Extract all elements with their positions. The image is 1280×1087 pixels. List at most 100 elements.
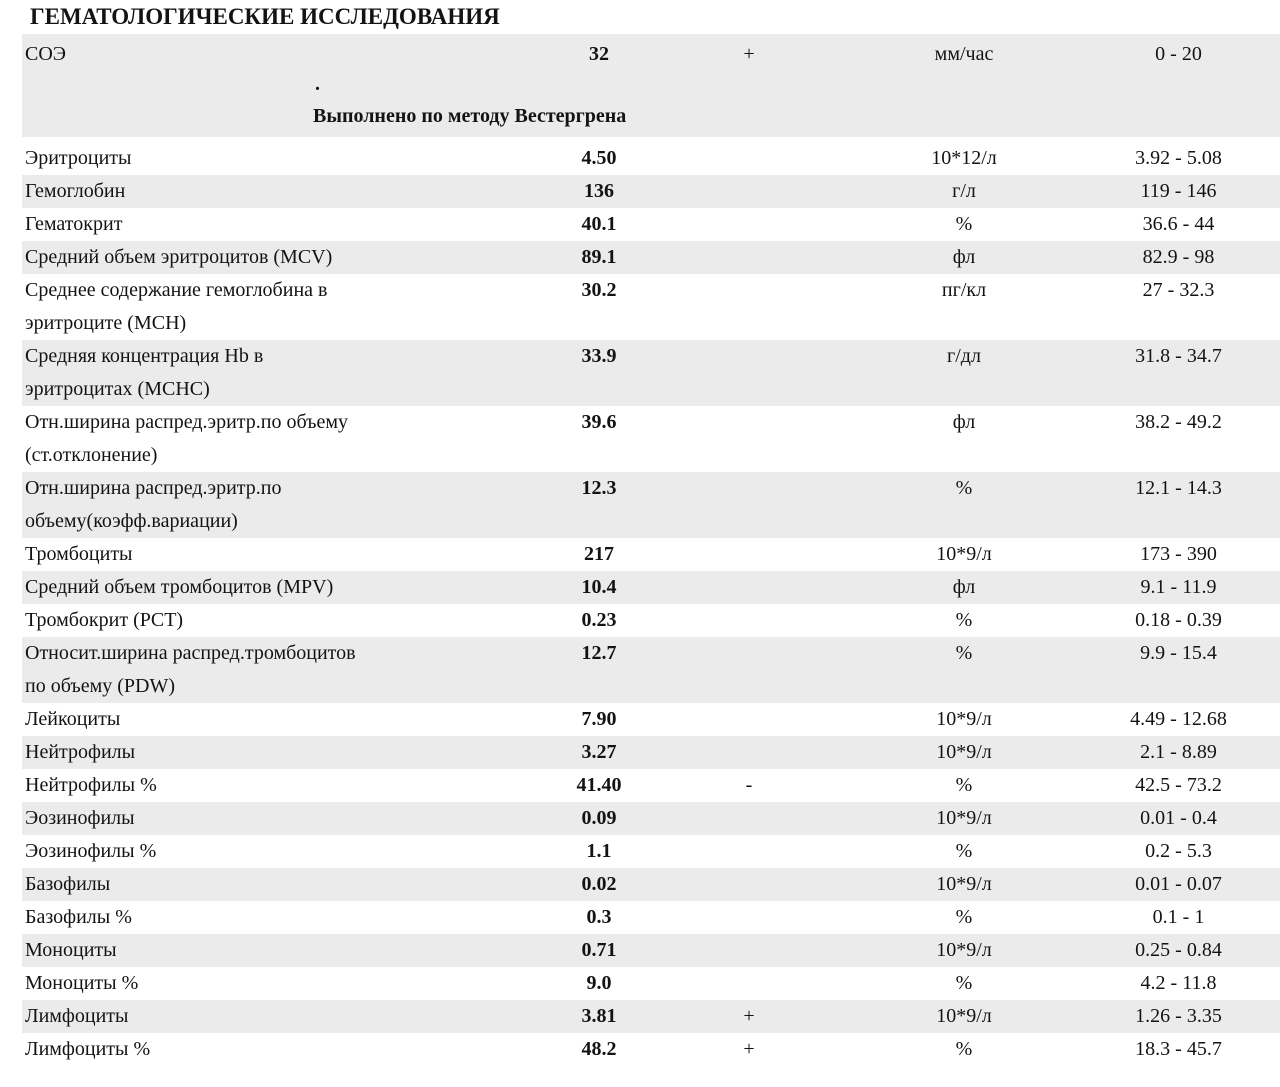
result-value-cell: 0.3 [586, 906, 612, 928]
units-cell: % [955, 972, 973, 994]
units-cell: % [955, 477, 973, 499]
result-value-cell: 0.09 [581, 807, 617, 829]
test-name-cell: Средний объем тромбоцитов (MPV) [25, 576, 334, 598]
table-row: Гематокрит 40.1% 36.6 - 44 [22, 208, 1280, 241]
flag-cell: + [743, 1005, 755, 1027]
reference-range-cell: 82.9 - 98 [1142, 246, 1215, 268]
test-name-cell: Нейтрофилы [25, 741, 136, 763]
result-value-cell: 33.9 [581, 345, 617, 367]
table-row: Гемоглобин 136 г/л 119 - 146 [22, 175, 1280, 208]
table-row: Эозинофилы 0.09 10*9/л 0.01 - 0.4 [22, 802, 1280, 835]
table-row: Лимфоциты 3.81 +10*9/л 1.26 - 3.35 [22, 1000, 1280, 1033]
units-cell: % [955, 840, 973, 862]
table-row: Отн.ширина распред.эритр.по объему (ст.о… [22, 406, 1280, 472]
result-value-cell: 136 [584, 180, 614, 202]
result-value-cell: 12.3 [581, 477, 617, 499]
result-value-cell: 40.1 [581, 213, 617, 235]
reference-range-cell: 12.1 - 14.3 [1135, 477, 1222, 499]
page-title: ГЕМАТОЛОГИЧЕСКИЕ ИССЛЕДОВАНИЯ [30, 4, 500, 29]
test-name-cell: Среднее содержание гемоглобина в эритроц… [25, 279, 328, 334]
test-name-cell: Гемоглобин [25, 180, 126, 202]
table-row: Базофилы 0.02 10*9/л 0.01 - 0.07 [22, 868, 1280, 901]
reference-range-cell: 4.49 - 12.68 [1130, 708, 1227, 730]
result-value-cell: 30.2 [581, 279, 617, 301]
table-row: Средняя концентрация Hb в эритроцитах (M… [22, 340, 1280, 406]
units-cell: % [955, 1038, 973, 1060]
test-name-cell: Базофилы % [25, 906, 132, 928]
result-value-cell: 48.2 [581, 1038, 617, 1060]
reference-range-cell: 119 - 146 [1140, 180, 1217, 202]
reference-range-cell: 1.26 - 3.35 [1135, 1005, 1222, 1027]
units-cell: 10*12/л [931, 147, 997, 169]
lab-report-page: ГЕМАТОЛОГИЧЕСКИЕ ИССЛЕДОВАНИЯ СОЭ 32 + м… [0, 3, 1280, 1066]
test-name-cell: Лейкоциты [25, 708, 121, 730]
test-name-cell: Эритроциты [25, 147, 132, 169]
reference-range-cell: 0.1 - 1 [1152, 906, 1205, 928]
units-cell: % [955, 642, 973, 664]
table-row: Базофилы % 0.3% 0.1 - 1 [22, 901, 1280, 934]
test-name-cell: СОЭ [25, 43, 66, 65]
reference-range-cell: 0.25 - 0.84 [1135, 939, 1222, 961]
units-cell: фл [952, 411, 976, 433]
table-row: Моноциты % 9.0% 4.2 - 11.8 [22, 967, 1280, 1000]
method-note: Выполнено по методу Вестергрена [313, 105, 627, 127]
result-value-cell: 0.23 [581, 609, 617, 631]
table-row: Среднее содержание гемоглобина в эритроц… [22, 274, 1280, 340]
esr-method-block: СОЭ 32 + мм/час 0 - 20 . Выполнено по ме… [22, 34, 1280, 137]
test-name-cell: Моноциты [25, 939, 117, 961]
units-cell: г/дл [947, 345, 981, 367]
result-value-cell: 32 [589, 43, 609, 65]
result-value-cell: 12.7 [581, 642, 617, 664]
units-cell: фл [952, 246, 976, 268]
table-row: Относит.ширина распред.тромбоцитов по об… [22, 637, 1280, 703]
units-cell: % [955, 774, 973, 796]
result-value-cell: 9.0 [586, 972, 612, 994]
test-name-cell: Эозинофилы % [25, 840, 157, 862]
units-cell: 10*9/л [936, 543, 992, 565]
table-row: Тромбокрит (PCT) 0.23% 0.18 - 0.39 [22, 604, 1280, 637]
table-row: Средний объем тромбоцитов (MPV) 10.4 фл 9.1… [22, 571, 1280, 604]
units-cell: % [955, 213, 973, 235]
reference-range-cell: 173 - 390 [1140, 543, 1217, 565]
test-name-cell: Лимфоциты % [25, 1038, 151, 1060]
units-cell: мм/час [934, 43, 994, 65]
table-row: Лейкоциты 7.90 10*9/л 4.49 - 12.68 [22, 703, 1280, 736]
result-value-cell: 39.6 [581, 411, 617, 433]
test-name-cell: Отн.ширина распред.эритр.по объему(коэфф… [25, 477, 282, 532]
result-value-cell: 10.4 [581, 576, 617, 598]
reference-range-cell: 0.01 - 0.07 [1135, 873, 1222, 895]
reference-range-cell: 38.2 - 49.2 [1135, 411, 1222, 433]
result-value-cell: 89.1 [581, 246, 617, 268]
result-value-cell: 1.1 [586, 840, 612, 862]
units-cell: 10*9/л [936, 708, 992, 730]
reference-range-cell: 0 - 20 [1155, 43, 1202, 65]
reference-range-cell: 3.92 - 5.08 [1135, 147, 1222, 169]
test-name-cell: Лимфоциты [25, 1005, 129, 1027]
units-cell: 10*9/л [936, 873, 992, 895]
flag-cell: + [743, 1038, 755, 1060]
table-row: Эритроциты 4.50 10*12/л 3.92 - 5.08 [22, 142, 1280, 175]
units-cell: пг/кл [941, 279, 987, 301]
table-row: Тромбоциты 217 10*9/л 173 - 390 [22, 538, 1280, 571]
table-row: Отн.ширина распред.эритр.по объему(коэфф… [22, 472, 1280, 538]
reference-range-cell: 9.9 - 15.4 [1140, 642, 1217, 664]
table-row: Эозинофилы % 1.1% 0.2 - 5.3 [22, 835, 1280, 868]
flag-cell: - [745, 774, 753, 796]
test-name-cell: Эозинофилы [25, 807, 135, 829]
results-table: Эритроциты 4.50 10*12/л 3.92 - 5.08 Гемоглоб… [22, 142, 1280, 1066]
result-value-cell: 3.27 [581, 741, 617, 763]
test-name-cell: Относит.ширина распред.тромбоцитов по об… [25, 642, 356, 697]
test-name-cell: Средняя концентрация Hb в эритроцитах (M… [25, 345, 264, 400]
result-value-cell: 0.02 [581, 873, 617, 895]
result-value-cell: 41.40 [576, 774, 622, 796]
reference-range-cell: 4.2 - 11.8 [1140, 972, 1217, 994]
reference-range-cell: 0.2 - 5.3 [1145, 840, 1212, 862]
result-value-cell: 4.50 [581, 147, 617, 169]
units-cell: 10*9/л [936, 939, 992, 961]
result-value-cell: 217 [584, 543, 614, 565]
reference-range-cell: 31.8 - 34.7 [1135, 345, 1222, 367]
reference-range-cell: 27 - 32.3 [1142, 279, 1215, 301]
test-name-cell: Средний объем эритроцитов (MCV) [25, 246, 333, 268]
dot-mark: . [315, 73, 320, 95]
units-cell: фл [952, 576, 976, 598]
